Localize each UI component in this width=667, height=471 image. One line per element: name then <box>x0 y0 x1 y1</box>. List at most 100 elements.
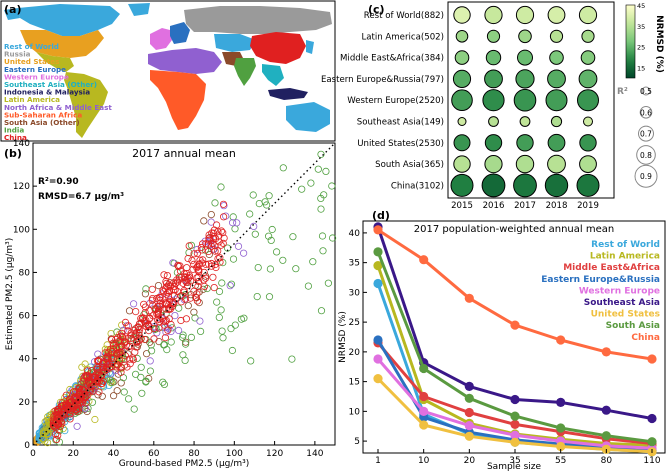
bubble-cell <box>579 134 597 152</box>
scatter-point <box>160 341 168 349</box>
bubble-cell <box>515 154 535 174</box>
scatter-point <box>58 419 66 428</box>
scatter-point <box>94 357 103 366</box>
line-legend-item: United States <box>591 310 660 320</box>
line-point <box>373 278 383 289</box>
scatter-point <box>195 260 203 269</box>
map-central-asia <box>214 34 256 52</box>
map-sub-saharan-africa <box>150 70 206 130</box>
scatter-point <box>179 351 187 359</box>
map-legend-item: China <box>4 133 27 142</box>
scatter-point <box>175 262 183 271</box>
scatter-point <box>130 300 138 308</box>
bubble-grid: Rest of World(882) Latin America(502) Midd… <box>321 5 600 211</box>
map-australia <box>286 102 330 132</box>
bubble-cell <box>547 6 566 24</box>
map-legend-item: Russia <box>4 50 31 59</box>
scatter-point <box>39 429 47 438</box>
line-xtick-label: 10 <box>418 456 430 466</box>
bubble-cell <box>519 116 531 127</box>
scatter-point <box>123 363 131 371</box>
scatter-point <box>288 355 296 363</box>
bubble-cell <box>581 29 595 43</box>
scatter-point <box>175 273 183 281</box>
scatter-point <box>112 335 120 344</box>
scatter-point <box>35 436 43 444</box>
line-legend-item: Latin America <box>590 252 660 262</box>
r2-size-legend: R² 0.5 0.6 0.7 0.8 0.9 <box>617 86 658 188</box>
scatter-point <box>85 373 94 381</box>
line-point <box>601 405 611 415</box>
scatter-point <box>99 360 107 368</box>
scatter-point <box>81 394 89 402</box>
scatter-point <box>131 348 139 356</box>
scatter-point <box>219 334 227 342</box>
scatter-point <box>188 256 196 265</box>
scatter-point <box>210 283 218 292</box>
bubble-cell <box>517 49 533 66</box>
bubble-row-label: Latin America(502) <box>361 32 444 42</box>
bubble-cell <box>547 154 566 174</box>
scatter-point <box>79 377 87 385</box>
scatter-point <box>163 271 171 280</box>
scatter-point <box>279 164 287 172</box>
bubble-cell <box>484 5 503 25</box>
scatter-point <box>146 357 154 365</box>
scatter-ytick-label: 60 <box>19 312 31 322</box>
size-legend-title: R² <box>617 87 628 97</box>
scatter-point <box>126 355 134 363</box>
scatter-point <box>162 305 170 313</box>
size-legend-value: 0.7 <box>640 130 652 139</box>
bubble-cell <box>453 134 471 152</box>
panel-b-scatter: (b) 0 20 40 60 80 100 120 140 0 20 40 60 80 100 120 140… <box>4 139 337 469</box>
scatter-point <box>208 262 216 270</box>
bubble-row-label: Eastern Europe&Russia(797) <box>321 75 444 85</box>
scatter-point <box>328 234 337 242</box>
scatter-point <box>211 247 219 255</box>
scatter-point <box>193 274 201 282</box>
scatter-point <box>135 328 143 336</box>
bubble-col-label: 2017 <box>514 201 536 211</box>
scatter-point <box>173 287 182 296</box>
line-point <box>556 335 566 345</box>
scatter-point <box>227 280 236 288</box>
scatter-point <box>289 233 297 241</box>
bubble-cell <box>518 29 532 44</box>
scatter-point <box>191 314 199 322</box>
bubble-col-label: 2018 <box>546 201 568 211</box>
bubble-cell <box>451 89 473 111</box>
scatter-point <box>304 282 312 290</box>
scatter-point <box>132 307 140 316</box>
scatter-point <box>233 219 241 227</box>
scatter-point <box>73 405 81 413</box>
line-legend-item: Western Europe <box>579 286 660 296</box>
scatter-point <box>307 179 315 187</box>
line-point <box>419 420 429 430</box>
bubble-cell <box>481 173 506 198</box>
scatter-point <box>51 407 59 415</box>
panel-b-label: (b) <box>4 147 22 160</box>
bubble-cell <box>515 5 535 25</box>
scatter-point <box>147 341 155 349</box>
scatter-point <box>219 229 227 237</box>
scatter-point <box>255 200 263 208</box>
scatter-ytick-label: 40 <box>19 355 31 365</box>
world-map <box>4 3 332 138</box>
map-legend-item: Sub-Saharan Africa <box>4 110 82 119</box>
scatter-point <box>98 392 106 400</box>
line-point <box>464 393 474 403</box>
scatter-point <box>190 250 198 258</box>
scatter-point <box>253 292 261 301</box>
bubble-cell <box>484 155 503 174</box>
scatter-point <box>229 255 238 263</box>
map-india <box>234 58 256 86</box>
scatter-point <box>121 338 129 346</box>
line-point <box>556 423 566 433</box>
scatter-point <box>120 388 128 396</box>
bubble-row-label: China(3102) <box>391 181 444 191</box>
scatter-point <box>118 329 126 337</box>
line-point <box>510 430 520 440</box>
